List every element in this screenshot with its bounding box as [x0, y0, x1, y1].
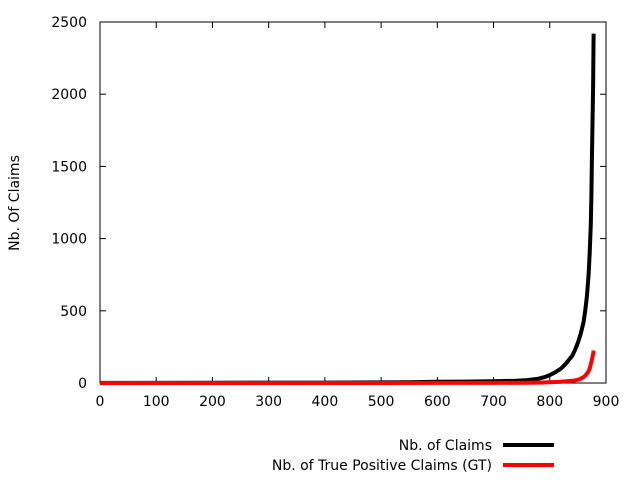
y-tick-label: 1000 — [51, 232, 87, 248]
legend-label-nb-claims: Nb. of Claims — [399, 438, 492, 454]
y-tick-label: 2500 — [51, 15, 87, 31]
plot-frame — [99, 21, 607, 384]
y-tick-label: 0 — [78, 376, 87, 392]
y-tick-label: 2000 — [51, 87, 87, 103]
series-layer — [99, 33, 596, 385]
x-tick-label: 400 — [312, 394, 339, 410]
axes — [99, 21, 607, 384]
y-axis-title: Nb. Of Claims — [7, 155, 23, 251]
x-tick-label: 600 — [424, 394, 451, 410]
legend-label-true-positive-claims: Nb. of True Positive Claims (GT) — [272, 458, 492, 474]
x-tick-label: 500 — [368, 394, 395, 410]
tick-labels: 0 100 200 300 400 500 600 700 800 900 0 500 1000 1500… — [51, 15, 619, 410]
x-tick-label: 300 — [255, 394, 282, 410]
x-tick-label: 200 — [199, 394, 226, 410]
x-tick-label: 800 — [536, 394, 563, 410]
x-tick-label: 0 — [96, 394, 105, 410]
series-line-1 — [100, 350, 596, 385]
x-tick-label: 100 — [143, 394, 170, 410]
x-tick-label: 700 — [480, 394, 507, 410]
y-tick-label: 500 — [60, 304, 87, 320]
legend: Nb. of Claims Nb. of True Positive Claim… — [272, 438, 554, 474]
x-tick-label: 900 — [593, 394, 620, 410]
series-line-0 — [99, 33, 596, 385]
y-tick-label: 1500 — [51, 159, 87, 175]
